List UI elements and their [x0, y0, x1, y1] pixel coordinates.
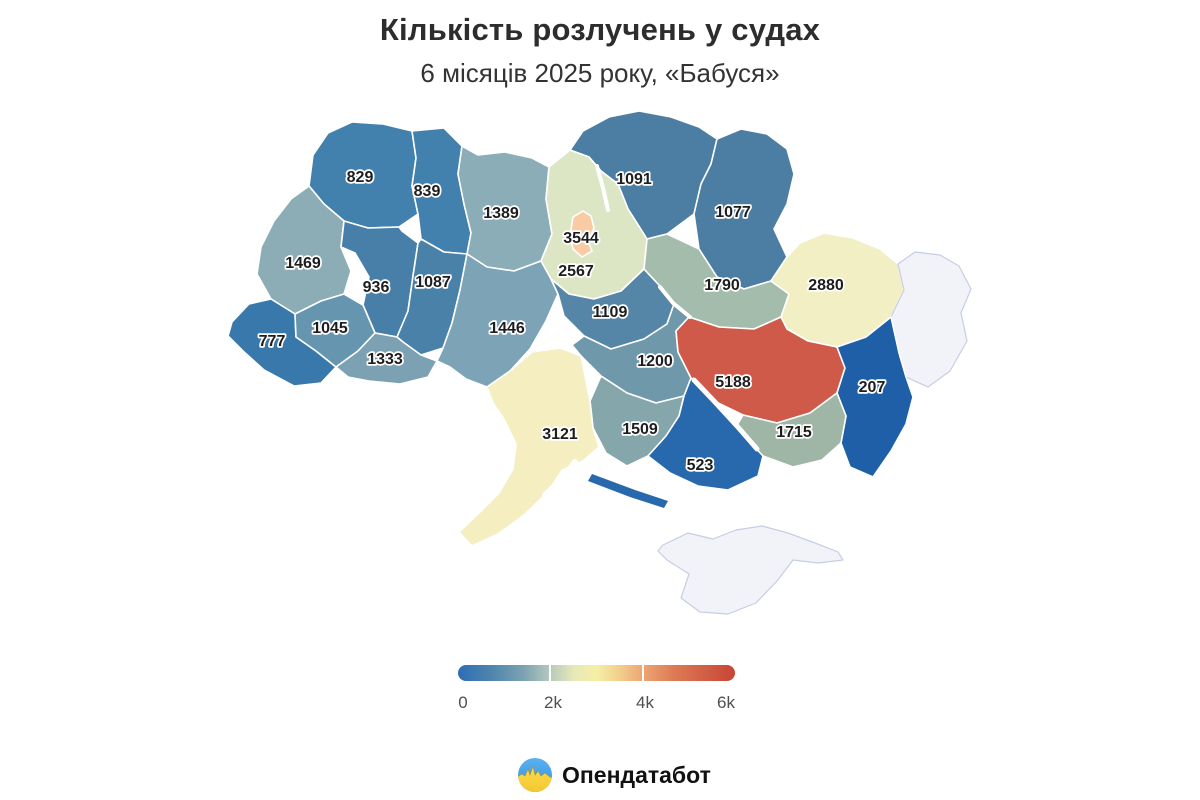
value-label-donetsk: 207: [859, 379, 886, 396]
value-label-khmelnytskyi: 1087: [415, 274, 451, 291]
page-title: Кількість розлучень у судах: [379, 12, 821, 47]
opendatabot-logo-icon: [518, 758, 552, 792]
value-label-zhytomyr: 1389: [483, 205, 519, 222]
kakhovka-reservoir: [691, 377, 760, 452]
opendatabot-logo[interactable]: Опендатабот: [517, 757, 711, 793]
dniester-estuary: [542, 459, 578, 498]
region-odesa[interactable]: [458, 347, 600, 547]
region-chernivtsi[interactable]: [335, 332, 438, 385]
dnipro-river-kyiv: [595, 164, 610, 212]
value-label-ivano-frankivsk: 1045: [312, 320, 348, 337]
value-label-kirovohrad: 1200: [637, 353, 673, 370]
value-label-vinnytsia: 1446: [489, 320, 525, 337]
kinburn-spit: [588, 474, 668, 508]
value-label-zakarpattia: 777: [259, 333, 286, 350]
color-legend: 0 2k 4k 6k: [458, 665, 735, 712]
value-label-mykolaiv: 1509: [622, 421, 658, 438]
value-label-kyiv-city: 3544: [563, 230, 599, 247]
value-label-odesa: 3121: [542, 426, 578, 443]
page-subtitle: 6 місяців 2025 року, «Бабуся»: [420, 58, 780, 88]
value-label-zaporizhzhia: 1715: [776, 424, 812, 441]
opendatabot-logo-text: Опендатабот: [562, 761, 711, 788]
value-label-dnipropetrovsk: 5188: [715, 374, 751, 391]
value-label-cherkasy: 1109: [593, 304, 628, 321]
value-label-kherson: 523: [687, 457, 714, 474]
legend-label-2k: 2k: [544, 693, 562, 712]
region-crimea[interactable]: [657, 525, 844, 615]
value-label-rivne: 839: [414, 183, 441, 200]
legend-label-6k: 6k: [717, 693, 735, 712]
value-label-volyn: 829: [347, 169, 374, 186]
kremenchuk-reservoir: [658, 285, 692, 319]
value-label-ternopil: 936: [363, 279, 390, 296]
legend-label-0: 0: [458, 693, 467, 712]
value-label-kyiv-oblast: 2567: [558, 263, 594, 280]
region-kyiv-city[interactable]: [569, 210, 595, 258]
value-label-kharkiv: 2880: [808, 277, 844, 294]
value-label-poltava: 1790: [704, 277, 740, 294]
value-label-sumy: 1077: [715, 204, 751, 221]
value-label-chernihiv: 1091: [616, 171, 652, 188]
legend-gradient-bar: [458, 665, 735, 681]
value-label-lviv: 1469: [285, 255, 321, 272]
legend-label-4k: 4k: [636, 693, 654, 712]
value-label-chernivtsi: 1333: [367, 351, 403, 368]
